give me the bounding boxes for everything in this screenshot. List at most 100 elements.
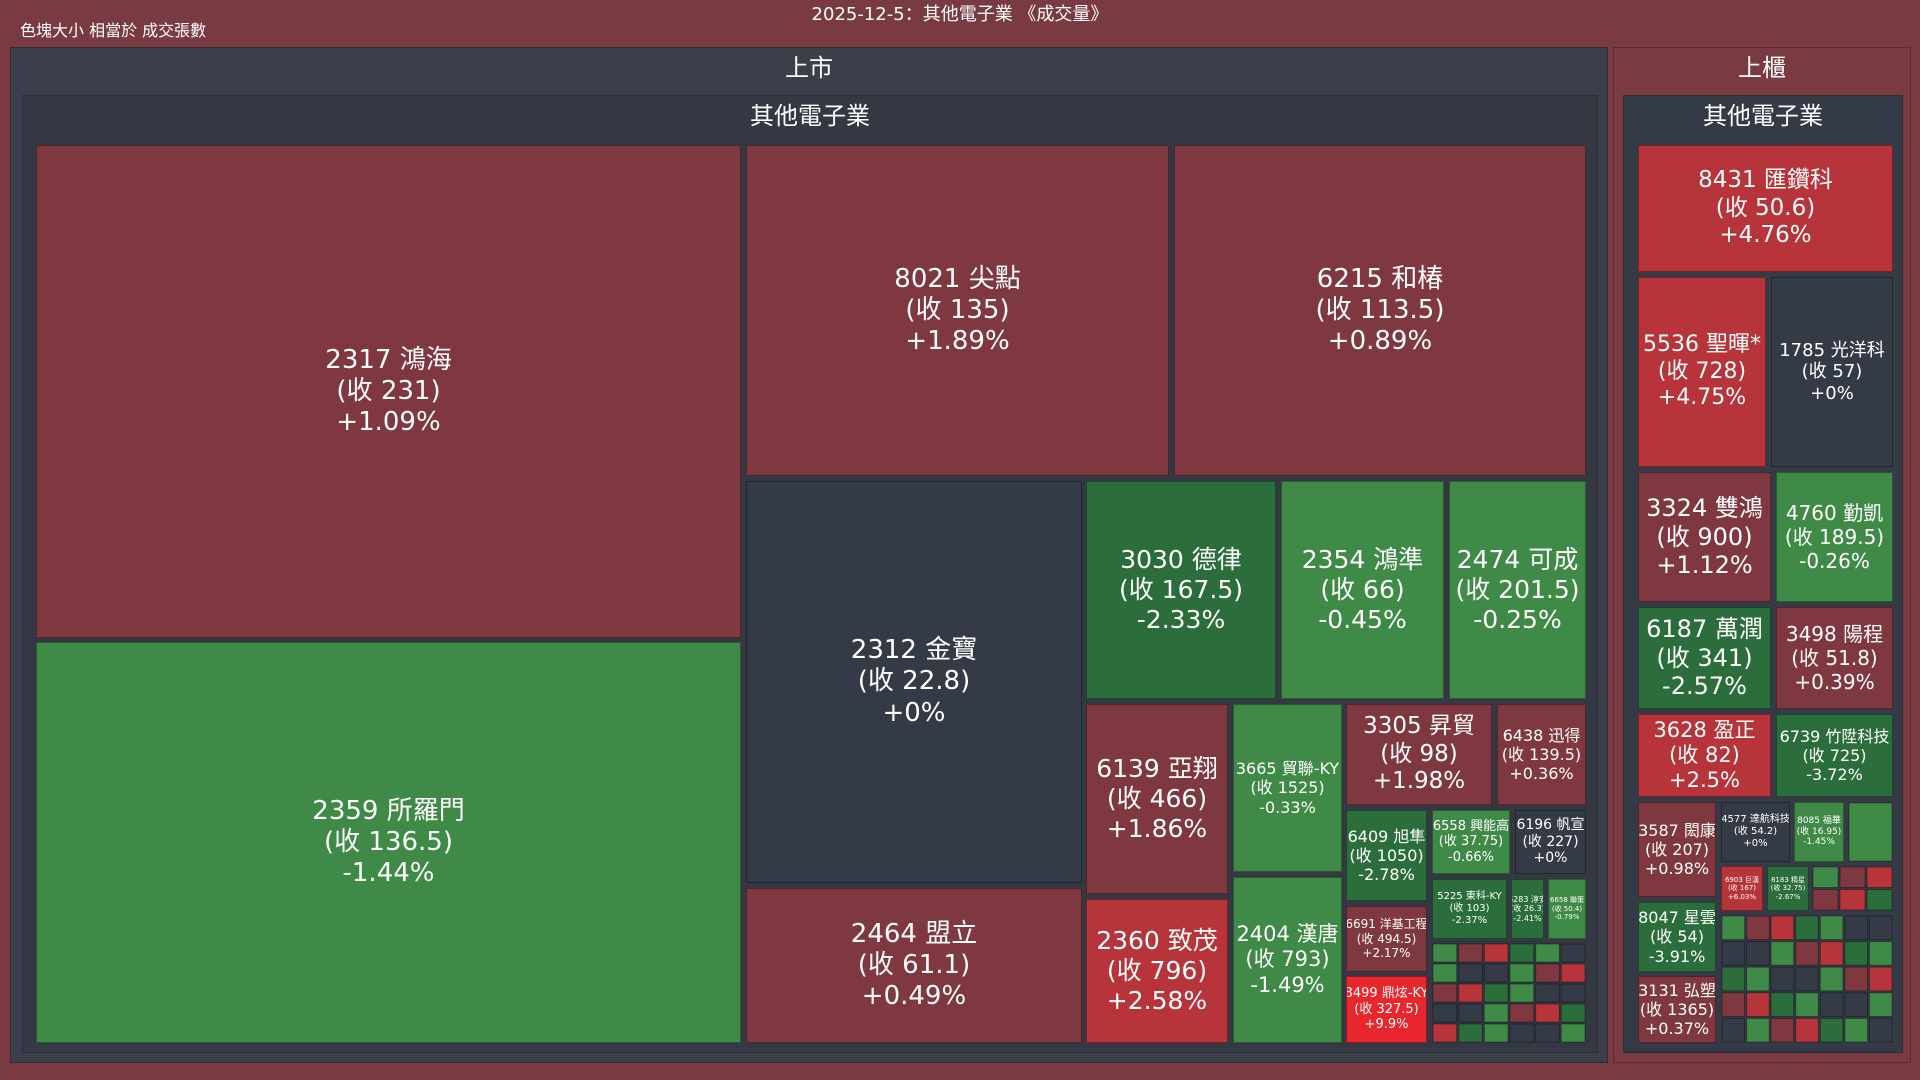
stock-change: +0.89%: [1327, 326, 1433, 357]
stock-tile-3305[interactable]: 3305 昇貿 (收 98) +1.98%: [1346, 704, 1492, 805]
stock-label: 2312 金寶 (收 22.8) +0%: [851, 635, 977, 729]
stock-label: 6187 萬潤 (收 341) -2.57%: [1646, 615, 1763, 701]
stock-tile-3324[interactable]: 3324 雙鴻 (收 900) +1.12%: [1638, 472, 1771, 602]
stock-label: 4577 達航科技 (收 54.2) +0%: [1721, 814, 1790, 850]
stock-label: 2317 鴻海 (收 231) +1.09%: [325, 345, 451, 439]
stock-code-name: 6658 聯策: [1549, 896, 1585, 905]
stock-code-name: 8183 精星: [1770, 875, 1806, 884]
stock-tile-6215[interactable]: 6215 和椿 (收 113.5) +0.89%: [1174, 145, 1586, 476]
stock-tile-2474[interactable]: 2474 可成 (收 201.5) -0.25%: [1449, 481, 1586, 699]
stock-tile-8183[interactable]: 8183 精星 (收 32.75) -2.67%: [1767, 866, 1809, 911]
stock-tile-1785[interactable]: 1785 光洋科 (收 57) +0%: [1771, 277, 1893, 467]
stock-change: +4.76%: [1719, 222, 1812, 249]
stock-tile-8021[interactable]: 8021 尖點 (收 135) +1.89%: [746, 145, 1169, 476]
stock-close: (收 54): [1650, 927, 1704, 947]
stock-tile-3665[interactable]: 3665 貿聯-KY (收 1525) -0.33%: [1233, 704, 1342, 872]
stock-tile-6438[interactable]: 6438 迅得 (收 139.5) +0.36%: [1497, 704, 1586, 805]
stock-label: 2404 漢唐 (收 793) -1.49%: [1236, 922, 1338, 998]
stock-tile-6558[interactable]: 6558 興能高 (收 37.75) -0.66%: [1432, 810, 1510, 874]
stock-code-name: 5225 東科-KY: [1437, 891, 1502, 902]
stock-change: +9.9%: [1364, 1017, 1409, 1033]
stock-label: 4760 勤凱 (收 189.5) -0.26%: [1785, 501, 1884, 573]
stock-tile-2354[interactable]: 2354 鴻準 (收 66) -0.45%: [1281, 481, 1444, 699]
stock-close: (收 725): [1802, 745, 1867, 765]
stock-code-name: 6691 洋基工程: [1346, 917, 1427, 932]
stock-tile-2464[interactable]: 2464 盟立 (收 61.1) +0.49%: [746, 888, 1082, 1043]
stock-tile-6139[interactable]: 6139 亞翔 (收 466) +1.86%: [1086, 704, 1228, 894]
stock-code-name: 8085 福華: [1797, 815, 1841, 826]
stock-close: (收 728): [1657, 358, 1747, 384]
stock-tile-3030[interactable]: 3030 德律 (收 167.5) -2.33%: [1086, 481, 1276, 699]
stock-close: (收 793): [1245, 947, 1330, 972]
stock-change: +0%: [1743, 838, 1768, 849]
stock-code-name: 2474 可成: [1456, 545, 1579, 574]
stock-code-name: 6438 迅得: [1502, 725, 1581, 745]
stock-change: -2.37%: [1451, 915, 1488, 926]
stock-close: (收 167.5): [1118, 575, 1244, 604]
stock-tile-6409[interactable]: 6409 旭隼 (收 1050) -2.78%: [1346, 810, 1427, 901]
stock-tile-8047[interactable]: 8047 星雲 (收 54) -3.91%: [1638, 902, 1716, 972]
stock-change: +2.58%: [1106, 986, 1208, 1015]
stock-code-name: 2354 鴻準: [1301, 545, 1424, 574]
stock-code-name: 4577 達航科技: [1721, 814, 1790, 825]
stock-change: +0.37%: [1644, 1019, 1710, 1039]
stock-close: (收 900): [1656, 522, 1753, 551]
stock-tile-8499[interactable]: 8499 鼎炫-KY (收 327.5) +9.9%: [1346, 976, 1427, 1043]
stock-change: +1.12%: [1656, 551, 1753, 580]
stock-change: -1.49%: [1250, 972, 1325, 997]
stock-code-name: 6283 淳安: [1512, 894, 1543, 904]
stock-code-name: 2464 盟立: [850, 918, 978, 949]
stock-tile-2360[interactable]: 2360 致茂 (收 796) +2.58%: [1086, 899, 1228, 1043]
stock-tile-5225[interactable]: 5225 東科-KY (收 103) -2.37%: [1432, 879, 1507, 939]
stock-label: 6903 巨漢 (收 167) +6.03%: [1725, 876, 1759, 901]
stock-tile-6283[interactable]: 6283 淳安(收 26.3)-2.41%: [1511, 879, 1544, 939]
stock-close: (收 207): [1644, 839, 1710, 859]
stock-tile-2317[interactable]: 2317 鴻海 (收 231) +1.09%: [36, 145, 741, 638]
stock-tile-6739[interactable]: 6739 竹陞科技 (收 725) -3.72%: [1776, 714, 1893, 797]
stock-change: -1.44%: [342, 858, 435, 889]
stock-tile-6903[interactable]: 6903 巨漢 (收 167) +6.03%: [1721, 866, 1763, 911]
stock-change: +0.36%: [1509, 764, 1574, 784]
stock-tile-6658[interactable]: 6658 聯策 (收 50.4) -0.79%: [1548, 879, 1586, 939]
stock-label: 6409 旭隼 (收 1050) -2.78%: [1348, 827, 1426, 885]
stock-close: (收 82): [1669, 742, 1740, 767]
stock-close: (收 466): [1106, 784, 1208, 813]
stock-tile-3628[interactable]: 3628 盈正 (收 82) +2.5%: [1638, 714, 1771, 797]
stock-change: -0.25%: [1473, 605, 1562, 634]
stock-label: 6215 和椿 (收 113.5) +0.89%: [1316, 264, 1445, 358]
stock-tile-2312[interactable]: 2312 金寶 (收 22.8) +0%: [746, 481, 1082, 883]
stock-label: 2360 致茂 (收 796) +2.58%: [1096, 926, 1218, 1016]
stock-change: +0.39%: [1794, 670, 1875, 694]
stock-label: 3131 弘塑 (收 1365) +0.37%: [1639, 981, 1715, 1039]
stock-label: 5225 東科-KY (收 103) -2.37%: [1437, 891, 1502, 927]
stock-tile-3131[interactable]: 3131 弘塑 (收 1365) +0.37%: [1638, 976, 1716, 1043]
stock-tile-4760[interactable]: 4760 勤凱 (收 189.5) -0.26%: [1776, 472, 1893, 602]
stock-close: (收 113.5): [1315, 294, 1445, 325]
stock-close: (收 136.5): [324, 826, 453, 857]
stock-change: -0.33%: [1259, 797, 1316, 817]
stock-code-name: 1785 光洋科: [1779, 339, 1885, 361]
stock-tile-4577[interactable]: 4577 達航科技 (收 54.2) +0%: [1721, 802, 1790, 862]
stock-label: 6658 聯策 (收 50.4) -0.79%: [1550, 896, 1584, 921]
stock-tile-3498[interactable]: 3498 陽程 (收 51.8) +0.39%: [1776, 607, 1893, 709]
stock-label: 6283 淳安(收 26.3)-2.41%: [1512, 894, 1543, 924]
stock-close: (收 57): [1801, 361, 1863, 383]
stock-close: (收 50.6): [1715, 194, 1816, 221]
stock-close: (收 1050): [1349, 845, 1424, 865]
stock-tile-3587[interactable]: 3587 閎康 (收 207) +0.98%: [1638, 802, 1716, 897]
industry-label-twse: 其他電子業: [750, 102, 870, 130]
stock-tile-5536[interactable]: 5536 聖暉* (收 728) +4.75%: [1638, 277, 1766, 467]
stock-tile-6691[interactable]: 6691 洋基工程 (收 494.5) +2.17%: [1346, 906, 1427, 972]
stock-close: (收 16.95): [1796, 826, 1842, 837]
stock-change: +0.98%: [1644, 859, 1710, 879]
stock-close: (收 37.75): [1438, 834, 1504, 850]
stock-tile-6187[interactable]: 6187 萬潤 (收 341) -2.57%: [1638, 607, 1771, 709]
stock-tile-8085[interactable]: 8085 福華 (收 16.95) -1.45%: [1794, 802, 1844, 862]
stock-label: 3587 閎康 (收 207) +0.98%: [1639, 821, 1715, 879]
stock-tile-8431[interactable]: 8431 匯鑽科 (收 50.6) +4.76%: [1638, 145, 1893, 272]
stock-tile-6196[interactable]: 6196 帆宣 (收 227) +0%: [1515, 810, 1586, 874]
stock-code-name: 8021 尖點: [894, 263, 1021, 294]
stock-tile-2404[interactable]: 2404 漢唐 (收 793) -1.49%: [1233, 877, 1342, 1043]
stock-change: -2.41%: [1513, 913, 1542, 923]
stock-tile-2359[interactable]: 2359 所羅門 (收 136.5) -1.44%: [36, 642, 741, 1043]
